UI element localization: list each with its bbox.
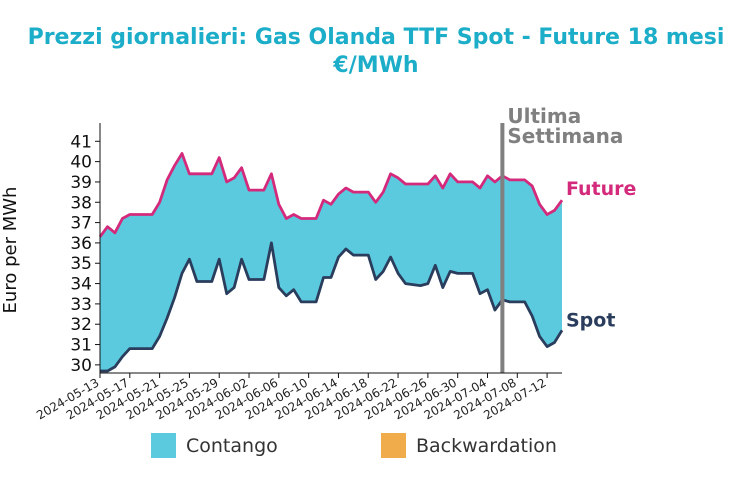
y-axis-title: Euro per MWh [0,187,21,314]
y-tick-label: 40 [70,153,92,173]
legend-swatch-contango [151,433,176,458]
series-label-spot: Spot [566,309,615,331]
legend-label-backwardation: Backwardation [416,435,557,457]
y-tick-label: 33 [70,295,92,315]
legend: Contango Backwardation [151,433,557,458]
series-line-layer [98,152,564,373]
contango-area [100,153,562,371]
last-week-label-line1: Ultima [507,104,581,128]
y-tick-label: 32 [70,315,92,335]
y-tick-label: 38 [70,193,92,213]
y-tick-label: 35 [70,254,92,274]
series-label-layer: Future Spot [566,178,636,331]
y-tick-label: 37 [70,214,92,234]
series-line-future [98,152,564,238]
last-week-label-line2: Settimana [507,124,623,148]
chart-subtitle: €/MWh [333,53,419,78]
legend-swatch-backwardation [381,433,406,458]
chart-title: Prezzi giornalieri: Gas Olanda TTF Spot … [0,24,752,80]
y-tick-label: 39 [70,173,92,193]
chart-title-line1: Prezzi giornalieri: Gas Olanda TTF Spot … [27,25,725,50]
legend-label-contango: Contango [186,435,278,457]
series-line-spot [100,241,564,373]
y-tick-label: 30 [70,356,92,376]
y-tick-label: 36 [70,234,92,254]
y-tick-label: 41 [70,132,92,152]
series-label-future: Future [566,178,636,200]
y-tick-label: 31 [70,336,92,356]
y-tick-label: 34 [70,275,92,295]
spread-area-layer [100,153,562,371]
